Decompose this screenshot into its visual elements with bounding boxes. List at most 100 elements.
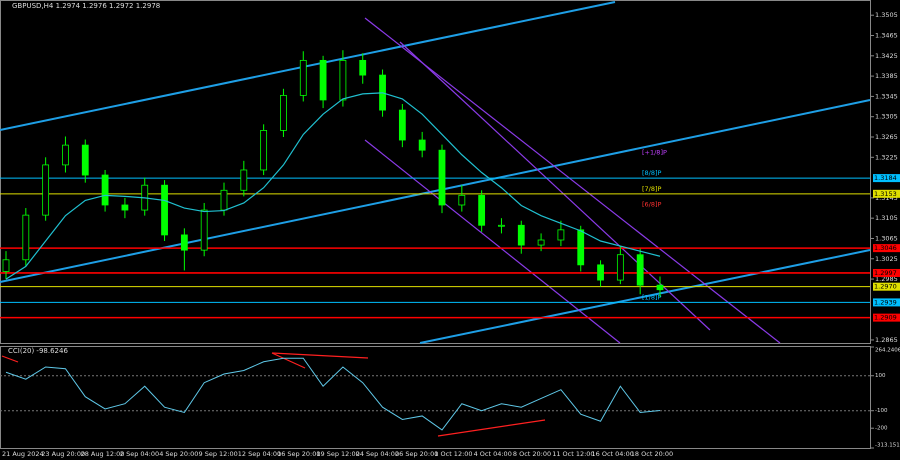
candle-body	[557, 229, 565, 241]
level-label: 1.3184	[874, 174, 897, 182]
x-tick-label: 18 Oct 20:00	[631, 450, 673, 458]
divergence-line	[1, 355, 19, 363]
candle-body	[42, 164, 50, 216]
y-tick-label: 264.2406	[875, 348, 900, 354]
x-tick-label: 4 Oct 04:00	[474, 450, 512, 458]
y-tick-label: 1.3465	[875, 32, 898, 40]
channel-line	[0, 99, 871, 283]
candle-body	[339, 59, 347, 101]
candle-body	[319, 59, 327, 101]
x-tick-label: 28 Aug 12:00	[81, 450, 125, 458]
level-box	[873, 189, 900, 198]
murray-label: [6/8]P	[642, 201, 662, 209]
channel-line	[364, 17, 781, 344]
candle-body	[280, 94, 287, 131]
x-tick-label: 19 Sep 12:00	[316, 450, 359, 458]
cci-frame	[0, 346, 871, 449]
channel-line	[419, 249, 871, 344]
level-box	[873, 298, 900, 307]
x-tick-label: 1 Oct 12:00	[434, 450, 472, 458]
level-box	[873, 268, 900, 277]
candle-body	[260, 130, 268, 171]
murray-label: [+1/8]P	[642, 148, 667, 156]
channel-line	[0, 1, 616, 131]
candle-body	[478, 194, 486, 226]
x-tick-label: 24 Sep 04:00	[356, 450, 399, 458]
y-tick-label: 1.3505	[875, 11, 898, 19]
x-tick-label: 23 Aug 20:00	[41, 450, 85, 458]
y-tick-label: 1.3425	[875, 52, 898, 60]
murray-label: [7/8]P	[642, 185, 662, 193]
candle-body	[597, 264, 604, 281]
murray-label: [1/8]P	[642, 293, 662, 301]
candle-body	[121, 204, 129, 211]
x-tick-label: 21 Aug 2024	[2, 450, 44, 458]
candle-body	[240, 169, 248, 191]
x-tick-label: 2 Sep 04:00	[120, 450, 159, 458]
price-frame	[0, 0, 871, 344]
y-tick-label: -100	[875, 408, 888, 414]
y-tick-label: 1.3265	[875, 133, 898, 141]
y-tick-label: 1.2985	[875, 275, 898, 283]
x-tick-label: 16 Sep 20:00	[277, 450, 320, 458]
level-box	[873, 313, 900, 322]
candle-body	[636, 254, 644, 286]
y-tick-label: 1.3145	[875, 194, 898, 202]
candle-body	[101, 174, 109, 206]
cci-line	[5, 357, 661, 431]
y-tick-label: 1.3345	[875, 92, 898, 100]
candle-body	[537, 239, 545, 246]
candle-body	[359, 59, 367, 76]
level-label: 1.2970	[874, 283, 897, 291]
candle-body	[22, 214, 30, 261]
candles	[2, 50, 664, 297]
channel-line	[364, 139, 621, 344]
candle-body	[458, 194, 466, 206]
candle-body	[438, 149, 446, 206]
level-box	[873, 174, 900, 183]
candle-body	[656, 284, 664, 291]
candle-body	[161, 184, 168, 236]
level-box	[873, 282, 900, 291]
candle-body	[81, 144, 89, 176]
candle-body	[398, 109, 406, 141]
candle-body	[299, 59, 307, 96]
murray-label: [8/8]P	[642, 169, 662, 177]
y-tick-label: 1.3025	[875, 255, 898, 263]
y-tick-label: -313.1514	[875, 443, 900, 449]
trend-channels	[0, 1, 871, 344]
y-tick-label: 1.3065	[875, 234, 898, 242]
y-tick-label: 1.3105	[875, 214, 898, 222]
cci-divergences	[1, 352, 546, 437]
candle-body	[517, 224, 525, 246]
cci-title: CCI(20) -98.6246	[8, 347, 68, 355]
x-tick-label: 8 Oct 20:00	[513, 450, 551, 458]
y-tick-label: 1.2865	[875, 336, 898, 344]
candle-body	[200, 209, 208, 251]
divergence-line	[271, 352, 369, 359]
level-label: 1.3153	[874, 190, 897, 198]
candle-body	[220, 189, 228, 211]
divergence-line	[437, 419, 546, 437]
x-tick-label: 16 Oct 04:00	[592, 450, 634, 458]
level-label: 1.3046	[874, 244, 897, 252]
candle-body	[418, 139, 426, 151]
candle-body	[498, 224, 505, 227]
x-tick-label: 12 Sep 04:00	[238, 450, 281, 458]
candle-body	[577, 229, 585, 266]
level-label: 1.2909	[874, 314, 897, 322]
x-tick-label: 11 Oct 12:00	[552, 450, 594, 458]
level-label: 1.2997	[874, 269, 897, 277]
x-tick-label: 26 Sep 20:00	[395, 450, 438, 458]
down-channels	[364, 17, 781, 344]
candle-body	[616, 254, 624, 281]
candle-body	[2, 259, 10, 272]
y-tick-label: 100	[875, 373, 886, 379]
chart-title: GBPUSD,H4 1.2974 1.2976 1.2972 1.2978	[12, 2, 160, 10]
level-box	[873, 244, 900, 253]
channel-line	[399, 41, 711, 331]
y-tick-label: -200	[875, 426, 888, 432]
candle-body	[62, 144, 69, 166]
